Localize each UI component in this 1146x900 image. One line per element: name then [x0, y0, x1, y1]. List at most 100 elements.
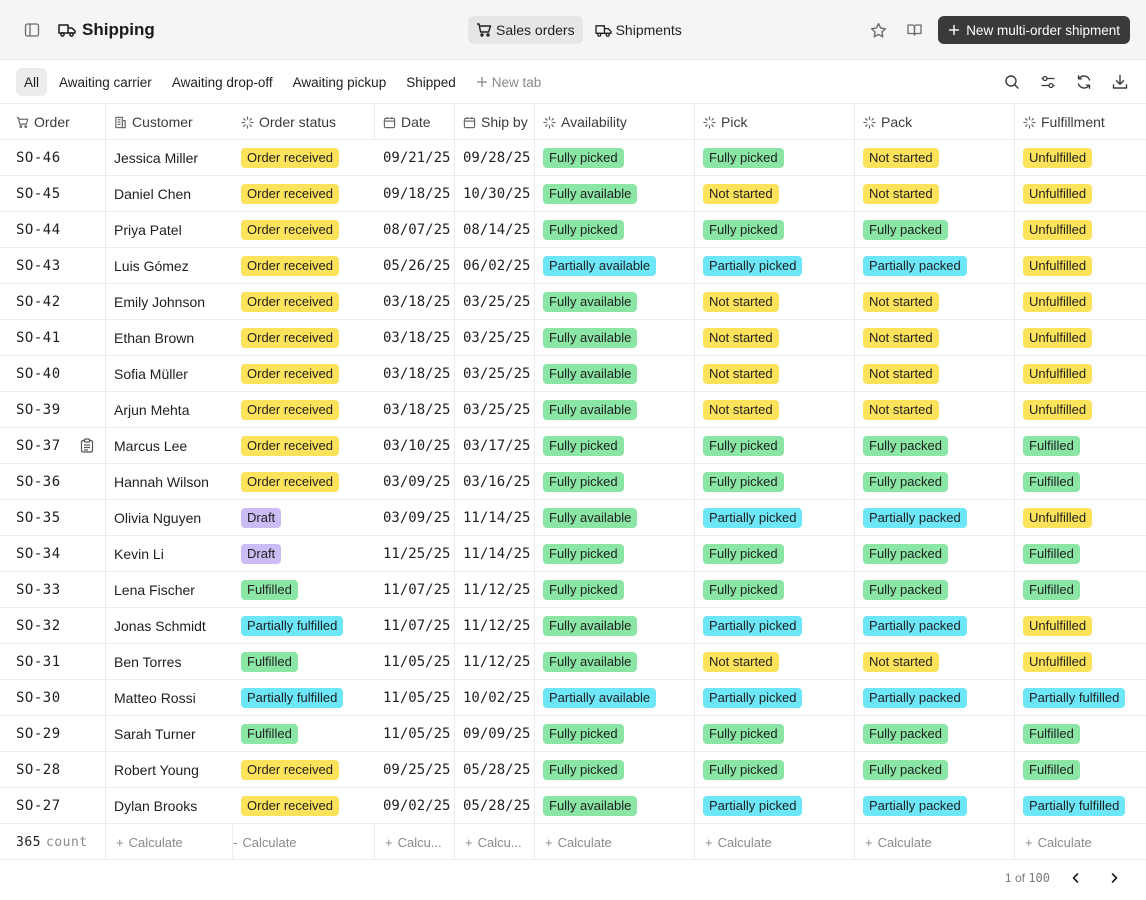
order-status-cell[interactable]: Order received [235, 356, 375, 392]
table-row[interactable]: SO-37 Marcus Lee Order received 03/10/25 03/… [0, 428, 1146, 464]
table-row[interactable]: SO-46 Jessica Miller Order received 09/21/2… [0, 140, 1146, 176]
order-status-cell[interactable]: Order received [235, 392, 375, 428]
date-cell[interactable]: 11/05/25 [375, 644, 455, 680]
pack-cell[interactable]: Not started [855, 176, 1015, 212]
ship-by-cell[interactable]: 11/12/25 [455, 572, 535, 608]
star-icon[interactable] [866, 18, 890, 42]
date-cell[interactable]: 11/07/25 [375, 608, 455, 644]
order-cell[interactable]: SO-45 [0, 176, 106, 212]
search-icon[interactable] [1000, 70, 1024, 94]
availability-cell[interactable]: Fully available [535, 500, 695, 536]
order-cell[interactable]: SO-41 [0, 320, 106, 356]
footer-calculate-date[interactable]: + Calcu... [375, 824, 455, 860]
customer-cell[interactable]: Sarah Turner [106, 716, 235, 752]
availability-cell[interactable]: Fully picked [535, 716, 695, 752]
date-cell[interactable]: 11/05/25 [375, 680, 455, 716]
customer-cell[interactable]: Priya Patel [106, 212, 235, 248]
availability-cell[interactable]: Fully picked [535, 140, 695, 176]
order-cell[interactable]: SO-35 [0, 500, 106, 536]
customer-cell[interactable]: Arjun Mehta [106, 392, 235, 428]
customer-cell[interactable]: Ethan Brown [106, 320, 235, 356]
pick-cell[interactable]: Partially picked [695, 608, 855, 644]
availability-cell[interactable]: Fully available [535, 788, 695, 824]
tab-shipped[interactable]: Shipped [406, 74, 456, 90]
pack-cell[interactable]: Fully packed [855, 572, 1015, 608]
order-cell[interactable]: SO-32 [0, 608, 106, 644]
order-cell[interactable]: SO-33 [0, 572, 106, 608]
ship-by-cell[interactable]: 05/28/25 [455, 752, 535, 788]
fulfillment-cell[interactable]: Unfulfilled [1015, 500, 1146, 536]
order-cell[interactable]: SO-31 [0, 644, 106, 680]
table-row[interactable]: SO-33 Lena Fischer Fulfilled 11/07/25 11/12/… [0, 572, 1146, 608]
table-row[interactable]: SO-36 Hannah Wilson Order received 03/09/25… [0, 464, 1146, 500]
fulfillment-cell[interactable]: Fulfilled [1015, 464, 1146, 500]
order-status-cell[interactable]: Fulfilled [235, 716, 375, 752]
order-cell[interactable]: SO-40 [0, 356, 106, 392]
order-cell[interactable]: SO-29 [0, 716, 106, 752]
customer-cell[interactable]: Robert Young [106, 752, 235, 788]
ship-by-cell[interactable]: 11/14/25 [455, 500, 535, 536]
order-cell[interactable]: SO-46 [0, 140, 106, 176]
order-cell[interactable]: SO-27 [0, 788, 106, 824]
pick-cell[interactable]: Fully picked [695, 752, 855, 788]
column-header-pick[interactable]: Pick [695, 104, 855, 140]
ship-by-cell[interactable]: 03/25/25 [455, 356, 535, 392]
customer-cell[interactable]: Sofia Müller [106, 356, 235, 392]
order-status-cell[interactable]: Order received [235, 212, 375, 248]
order-status-cell[interactable]: Fulfilled [235, 572, 375, 608]
table-row[interactable]: SO-43 Luis Gómez Order received 05/26/25 06/… [0, 248, 1146, 284]
ship-by-cell[interactable]: 05/28/25 [455, 788, 535, 824]
ship-by-cell[interactable]: 10/30/25 [455, 176, 535, 212]
pack-cell[interactable]: Fully packed [855, 536, 1015, 572]
pick-cell[interactable]: Partially picked [695, 680, 855, 716]
date-cell[interactable]: 03/09/25 [375, 464, 455, 500]
tab-shipments[interactable]: Shipments [587, 16, 690, 44]
date-cell[interactable]: 03/18/25 [375, 284, 455, 320]
pack-cell[interactable]: Not started [855, 644, 1015, 680]
availability-cell[interactable]: Partially available [535, 248, 695, 284]
order-status-cell[interactable]: Draft [235, 500, 375, 536]
date-cell[interactable]: 11/25/25 [375, 536, 455, 572]
sidebar-toggle-icon[interactable] [20, 18, 44, 42]
tab-awaiting-pickup[interactable]: Awaiting pickup [292, 74, 387, 90]
order-cell[interactable]: SO-30 [0, 680, 106, 716]
customer-cell[interactable]: Luis Gómez [106, 248, 235, 284]
customer-cell[interactable]: Dylan Brooks [106, 788, 235, 824]
date-cell[interactable]: 03/18/25 [375, 356, 455, 392]
order-status-cell[interactable]: Draft [235, 536, 375, 572]
availability-cell[interactable]: Fully available [535, 284, 695, 320]
ship-by-cell[interactable]: 06/02/25 [455, 248, 535, 284]
availability-cell[interactable]: Fully picked [535, 212, 695, 248]
pick-cell[interactable]: Fully picked [695, 536, 855, 572]
column-header-fulfillment[interactable]: Fulfillment [1015, 104, 1146, 140]
order-cell[interactable]: SO-39 [0, 392, 106, 428]
footer-calculate-ship-by[interactable]: + Calcu... [455, 824, 535, 860]
order-status-cell[interactable]: Order received [235, 284, 375, 320]
ship-by-cell[interactable]: 03/25/25 [455, 284, 535, 320]
pack-cell[interactable]: Fully packed [855, 752, 1015, 788]
fulfillment-cell[interactable]: Partially fulfilled [1015, 680, 1146, 716]
pick-cell[interactable]: Partially picked [695, 788, 855, 824]
date-cell[interactable]: 09/25/25 [375, 752, 455, 788]
order-status-cell[interactable]: Order received [235, 176, 375, 212]
order-status-cell[interactable]: Order received [235, 428, 375, 464]
availability-cell[interactable]: Fully available [535, 644, 695, 680]
new-tab-button[interactable]: New tab [468, 68, 550, 96]
pack-cell[interactable]: Partially packed [855, 680, 1015, 716]
ship-by-cell[interactable]: 09/09/25 [455, 716, 535, 752]
date-cell[interactable]: 03/10/25 [375, 428, 455, 464]
fulfillment-cell[interactable]: Fulfilled [1015, 572, 1146, 608]
fulfillment-cell[interactable]: Unfulfilled [1015, 608, 1146, 644]
ship-by-cell[interactable]: 09/28/25 [455, 140, 535, 176]
availability-cell[interactable]: Fully available [535, 176, 695, 212]
fulfillment-cell[interactable]: Unfulfilled [1015, 356, 1146, 392]
table-row[interactable]: SO-44 Priya Patel Order received 08/07/25 08… [0, 212, 1146, 248]
pack-cell[interactable]: Not started [855, 284, 1015, 320]
customer-cell[interactable]: Kevin Li [106, 536, 235, 572]
fulfillment-cell[interactable]: Unfulfilled [1015, 392, 1146, 428]
fulfillment-cell[interactable]: Partially fulfilled [1015, 788, 1146, 824]
pick-cell[interactable]: Not started [695, 284, 855, 320]
order-cell[interactable]: SO-37 [0, 428, 106, 464]
table-row[interactable]: SO-42 Emily Johnson Order received 03/18/25… [0, 284, 1146, 320]
ship-by-cell[interactable]: 03/16/25 [455, 464, 535, 500]
